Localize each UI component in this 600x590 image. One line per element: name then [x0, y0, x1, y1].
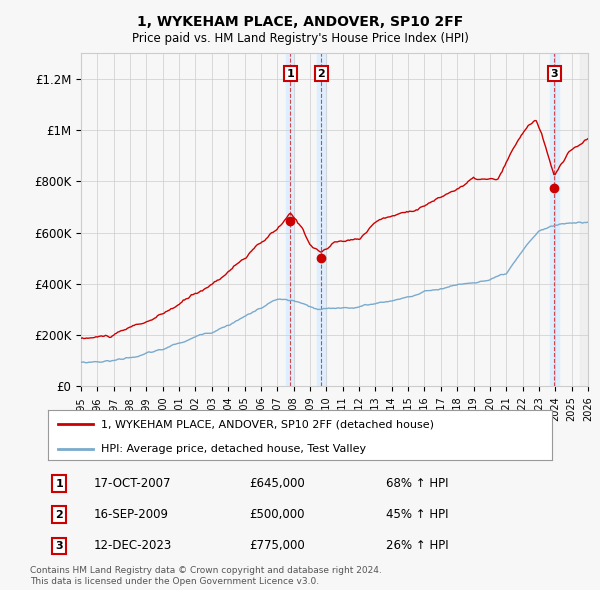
Text: 2: 2	[317, 68, 325, 78]
Text: HPI: Average price, detached house, Test Valley: HPI: Average price, detached house, Test…	[101, 444, 366, 454]
Bar	[580, 53, 588, 386]
Text: Price paid vs. HM Land Registry's House Price Index (HPI): Price paid vs. HM Land Registry's House …	[131, 32, 469, 45]
Text: 1, WYKEHAM PLACE, ANDOVER, SP10 2FF: 1, WYKEHAM PLACE, ANDOVER, SP10 2FF	[137, 15, 463, 30]
Bar	[317, 53, 326, 386]
Text: 68% ↑ HPI: 68% ↑ HPI	[386, 477, 448, 490]
Text: This data is licensed under the Open Government Licence v3.0.: This data is licensed under the Open Gov…	[30, 577, 319, 586]
Text: £645,000: £645,000	[250, 477, 305, 490]
Bar	[286, 53, 295, 386]
Text: 1, WYKEHAM PLACE, ANDOVER, SP10 2FF (detached house): 1, WYKEHAM PLACE, ANDOVER, SP10 2FF (det…	[101, 419, 434, 429]
Text: 12-DEC-2023: 12-DEC-2023	[94, 539, 172, 552]
Text: 3: 3	[55, 541, 63, 551]
Text: 16-SEP-2009: 16-SEP-2009	[94, 508, 169, 522]
Text: £775,000: £775,000	[250, 539, 305, 552]
Text: 3: 3	[551, 68, 558, 78]
Text: £500,000: £500,000	[250, 508, 305, 522]
Text: Contains HM Land Registry data © Crown copyright and database right 2024.: Contains HM Land Registry data © Crown c…	[30, 566, 382, 575]
Text: 2: 2	[55, 510, 63, 520]
Text: 17-OCT-2007: 17-OCT-2007	[94, 477, 171, 490]
Text: 26% ↑ HPI: 26% ↑ HPI	[386, 539, 448, 552]
Bar	[550, 53, 559, 386]
Text: 1: 1	[286, 68, 294, 78]
Text: 1: 1	[55, 478, 63, 489]
Text: 45% ↑ HPI: 45% ↑ HPI	[386, 508, 448, 522]
